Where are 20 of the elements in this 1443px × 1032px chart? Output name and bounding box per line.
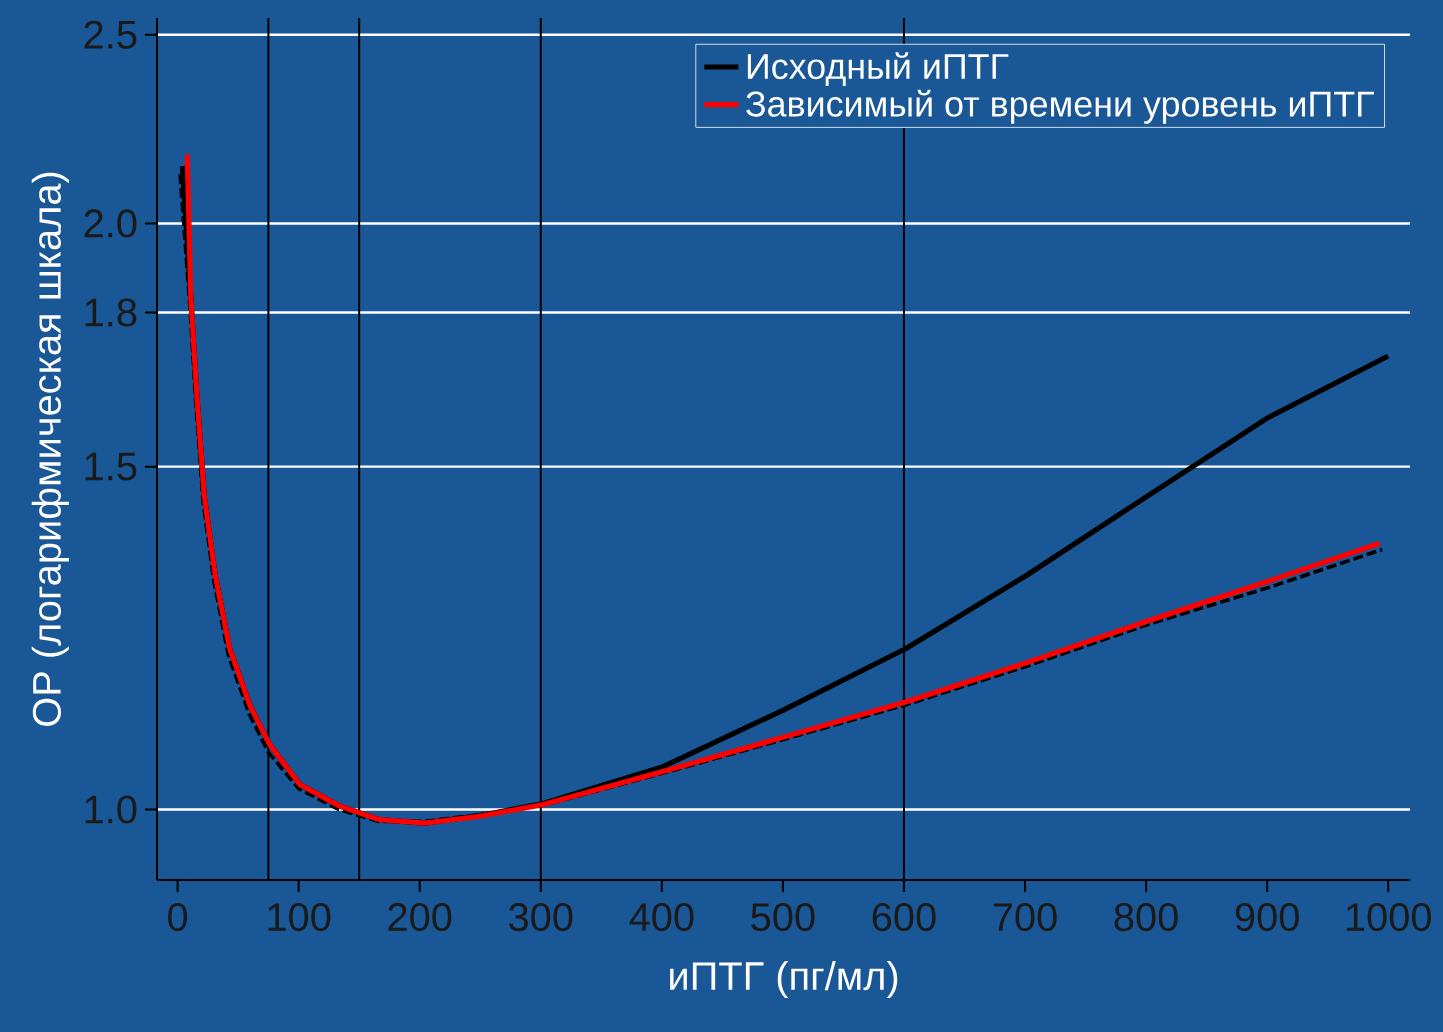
x-tick-label: 500	[751, 903, 815, 932]
x-tick-label: 1000	[1346, 903, 1431, 932]
x-axis-title: иПТГ (пг/мл)	[670, 960, 898, 999]
x-tick-label: 600	[872, 903, 936, 932]
x-tick-label: 0	[168, 903, 188, 932]
legend-label: Зависимый от времени уровень иПТГ	[746, 89, 1374, 124]
y-tick-label: 2.5	[84, 20, 137, 49]
x-tick-label: 300	[509, 903, 573, 932]
y-tick-label: 1.0	[85, 795, 137, 824]
x-tick-label: 200	[388, 903, 452, 932]
x-tick-label: 100	[268, 903, 331, 932]
x-tick-label: 400	[629, 903, 694, 932]
legend-label: Исходный иПТГ	[747, 52, 1009, 86]
y-tick-label: 2.0	[84, 209, 137, 238]
y-tick-label: 1.5	[85, 452, 137, 481]
y-axis-title: ОР (логарифмическая шкала)	[31, 172, 69, 726]
x-tick-label: 800	[1114, 903, 1178, 932]
x-tick-label: 700	[993, 903, 1057, 932]
y-tick-label: 1.8	[85, 298, 137, 327]
x-tick-label: 900	[1235, 903, 1299, 932]
